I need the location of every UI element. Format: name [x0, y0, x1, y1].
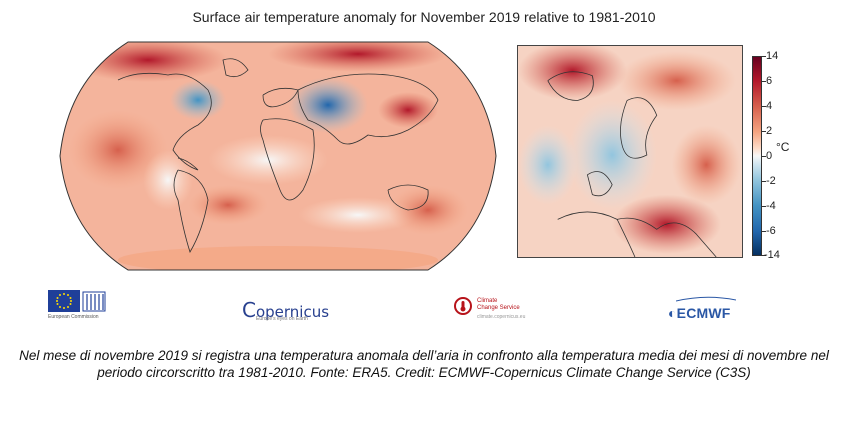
eu-logo-text: European Commission [48, 314, 99, 320]
colorbar-label: -6 [766, 225, 776, 237]
colorbar [752, 56, 762, 256]
colorbar-tick [762, 181, 766, 182]
copernicus-logo: Copernicus Europe's eyes on Earth [234, 294, 334, 328]
c3s-line2: Change Service [477, 305, 520, 311]
colorbar-tick [762, 81, 766, 82]
copernicus-tagline: Europe's eyes on Earth [256, 316, 308, 322]
colorbar-tick [762, 206, 766, 207]
colorbar-label: 0 [766, 150, 773, 162]
building-icon [82, 290, 106, 312]
colorbar-label: 2 [766, 125, 773, 137]
eu-flag-icon [48, 290, 80, 312]
c3s-logo: Climate Change Service climate.copernicu… [450, 294, 560, 328]
colorbar-tick [762, 106, 766, 107]
colorbar-label: -2 [766, 175, 776, 187]
world-anomaly-map [59, 41, 497, 271]
colorbar-unit: °C [776, 140, 790, 154]
copernicus-wordmark: opernicus [255, 303, 330, 321]
c3s-line1: Climate [477, 298, 498, 304]
colorbar-label: -14 [764, 249, 780, 261]
colorbar-label: 14 [766, 50, 779, 62]
colorbar-tick [762, 231, 766, 232]
ecmwf-wordmark: ECMWF [676, 305, 731, 321]
c3s-url: climate.copernicus.eu [477, 314, 526, 320]
copernicus-initial: C [242, 298, 256, 322]
europe-anomaly-inset [517, 45, 743, 258]
colorbar-tick [762, 56, 766, 57]
colorbar-tick [762, 255, 766, 256]
colorbar-tick [762, 156, 766, 157]
ecmwf-mark-icon: ◐ [668, 305, 677, 321]
colorbar-tick [762, 131, 766, 132]
figure-caption: Nel mese di novembre 2019 si registra un… [19, 348, 829, 380]
colorbar-label: 6 [766, 75, 773, 87]
ecmwf-logo: ◐ECMWF [664, 296, 774, 330]
figure-title: Surface air temperature anomaly for Nove… [192, 9, 656, 25]
european-commission-logo: European Commission [48, 290, 106, 332]
colorbar-label: -4 [766, 200, 776, 212]
ecmwf-swoosh-icon [675, 296, 737, 304]
thermometer-icon [454, 297, 472, 315]
colorbar-label: 4 [766, 100, 773, 112]
